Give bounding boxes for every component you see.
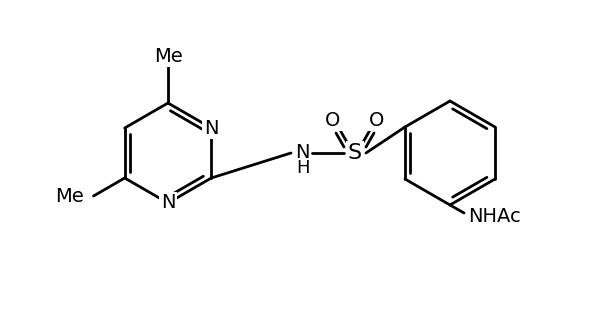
Text: N: N — [295, 143, 309, 163]
Text: Me: Me — [154, 47, 182, 66]
Text: O: O — [370, 112, 385, 131]
Text: NHAc: NHAc — [468, 207, 521, 226]
Text: O: O — [325, 112, 341, 131]
Text: N: N — [161, 193, 175, 212]
Text: S: S — [348, 143, 362, 163]
Text: H: H — [296, 159, 310, 177]
Text: Me: Me — [55, 187, 83, 206]
Text: N: N — [204, 118, 218, 137]
